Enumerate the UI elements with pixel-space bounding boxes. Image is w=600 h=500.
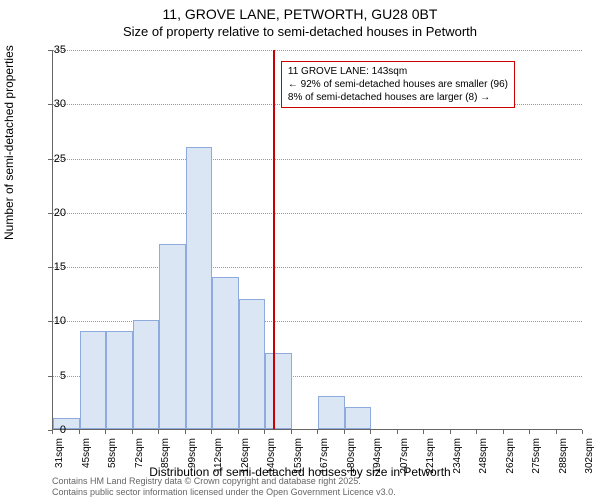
x-tick-mark [291, 430, 292, 434]
x-tick-mark [264, 430, 265, 434]
x-tick-mark [344, 430, 345, 434]
y-tick-label: 30 [41, 98, 66, 110]
histogram-bar [212, 277, 239, 429]
histogram-bar [133, 320, 160, 429]
footer-line2: Contains public sector information licen… [52, 487, 396, 498]
histogram-bar [80, 331, 107, 429]
histogram-bar [265, 353, 292, 429]
reference-line [273, 50, 275, 429]
grid-line [53, 159, 582, 160]
chart-title-line2: Size of property relative to semi-detach… [0, 24, 600, 39]
y-tick-label: 5 [41, 370, 66, 382]
y-tick-mark [48, 267, 52, 268]
y-tick-label: 15 [41, 261, 66, 273]
histogram-bar [159, 244, 186, 429]
x-tick-mark [423, 430, 424, 434]
annotation-line: 11 GROVE LANE: 143sqm [288, 65, 508, 78]
histogram-bar [239, 299, 266, 429]
x-tick-mark [185, 430, 186, 434]
x-tick-mark [503, 430, 504, 434]
histogram-bar [345, 407, 372, 429]
y-tick-mark [48, 213, 52, 214]
x-tick-mark [52, 430, 53, 434]
x-tick-mark [556, 430, 557, 434]
y-tick-label: 25 [41, 153, 66, 165]
chart-container: 11, GROVE LANE, PETWORTH, GU28 0BT Size … [0, 0, 600, 500]
x-tick-mark [450, 430, 451, 434]
histogram-bar [186, 147, 213, 429]
x-tick-mark [476, 430, 477, 434]
annotation-line: ← 92% of semi-detached houses are smalle… [288, 78, 508, 91]
x-tick-mark [132, 430, 133, 434]
y-tick-mark [48, 104, 52, 105]
y-tick-label: 35 [41, 44, 66, 56]
x-tick-mark [397, 430, 398, 434]
y-tick-label: 20 [41, 207, 66, 219]
y-tick-label: 0 [41, 424, 66, 436]
x-tick-mark [158, 430, 159, 434]
x-tick-mark [317, 430, 318, 434]
x-tick-mark [211, 430, 212, 434]
y-tick-label: 10 [41, 315, 66, 327]
y-tick-mark [48, 50, 52, 51]
x-tick-mark [238, 430, 239, 434]
y-tick-mark [48, 321, 52, 322]
plot-area: 11 GROVE LANE: 143sqm← 92% of semi-detac… [52, 50, 582, 430]
annotation-line: 8% of semi-detached houses are larger (8… [288, 91, 508, 104]
grid-line [53, 213, 582, 214]
y-tick-mark [48, 159, 52, 160]
histogram-bar [318, 396, 345, 429]
annotation-box: 11 GROVE LANE: 143sqm← 92% of semi-detac… [281, 61, 515, 108]
x-tick-mark [79, 430, 80, 434]
x-tick-mark [582, 430, 583, 434]
x-tick-mark [529, 430, 530, 434]
footer-attribution: Contains HM Land Registry data © Crown c… [52, 476, 396, 498]
x-tick-mark [370, 430, 371, 434]
grid-line [53, 50, 582, 51]
footer-line1: Contains HM Land Registry data © Crown c… [52, 476, 396, 487]
x-tick-mark [105, 430, 106, 434]
histogram-bar [106, 331, 133, 429]
y-tick-mark [48, 376, 52, 377]
y-axis-label: Number of semi-detached properties [2, 45, 16, 240]
grid-line [53, 267, 582, 268]
chart-title-line1: 11, GROVE LANE, PETWORTH, GU28 0BT [0, 6, 600, 22]
